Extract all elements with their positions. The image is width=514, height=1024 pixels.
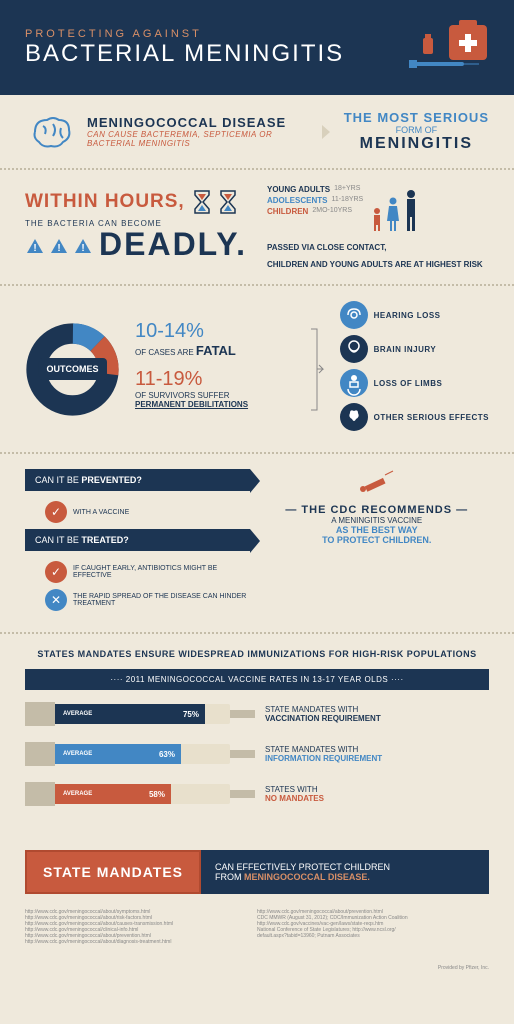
footer: STATE MANDATES CAN EFFECTIVELY PROTECT C… xyxy=(25,850,489,894)
contact-text-1: PASSED VIA CLOSE CONTACT, xyxy=(267,243,489,252)
deadly-section: WITHIN HOURS, THE BACTERIA CAN BECOME ! … xyxy=(0,170,514,286)
effect-icon xyxy=(340,301,368,329)
fatal-pct: 10-14% xyxy=(135,320,204,342)
deadly-word: DEADLY. xyxy=(99,226,247,263)
bracket-arrow-icon xyxy=(309,327,325,412)
svg-text:!: ! xyxy=(57,243,60,254)
footer-text-1: CAN EFFECTIVELY PROTECT CHILDREN xyxy=(215,862,475,872)
prevention-section: CAN IT BE PREVENTED? ✓WITH A VACCINE CAN… xyxy=(0,454,514,634)
outcomes-section: OUTCOMES 10-14% OF CASES ARE FATAL 11-19… xyxy=(0,286,514,454)
donut-chart: OUTCOMES xyxy=(25,322,120,417)
prevented-question: CAN IT BE PREVENTED? xyxy=(25,469,250,491)
effect-text: LOSS OF LIMBS xyxy=(374,379,443,388)
effect-text: OTHER SERIOUS EFFECTS xyxy=(374,413,489,422)
svg-text:!: ! xyxy=(81,243,84,254)
intro-section: MENINGOCOCCAL DISEASE CAN CAUSE BACTEREM… xyxy=(0,95,514,170)
effect-text: HEARING LOSS xyxy=(374,311,441,320)
mandates-intro: STATES MANDATES ENSURE WIDESPREAD IMMUNI… xyxy=(25,649,489,659)
provided-by: Provided by Pfizer, Inc. xyxy=(438,965,489,971)
effect-icon xyxy=(340,369,368,397)
check-icon: ✓ xyxy=(45,561,67,583)
arrow-icon xyxy=(302,117,332,147)
cdc-title: — THE CDC RECOMMENDS — xyxy=(265,504,490,516)
syringe-row: AVERAGE63%STATE MANDATES WITHINFORMATION… xyxy=(25,740,489,768)
rates-header: ···· 2011 MENINGOCOCCAL VACCINE RATES IN… xyxy=(25,669,489,690)
effect-text: BRAIN INJURY xyxy=(374,345,437,354)
age-label: CHILDREN xyxy=(267,207,308,216)
arrow-sub: FORM OF xyxy=(344,125,489,135)
syringe-icon xyxy=(357,469,397,499)
mandates-section: STATES MANDATES ENSURE WIDESPREAD IMMUNI… xyxy=(0,634,514,835)
hourglass-icons xyxy=(193,189,237,215)
debil-pct: 11-19% xyxy=(135,368,202,390)
sources: http://www.cdc.gov/meningococcal/about/s… xyxy=(0,904,514,960)
arrow-main: MENINGITIS xyxy=(344,135,489,153)
intro-subtitle: CAN CAUSE BACTEREMIA, SEPTICEMIA OR BACT… xyxy=(87,130,290,148)
effect-icon xyxy=(340,403,368,431)
header-title: BACTERIAL MENINGITIS xyxy=(25,40,344,68)
syringe-row: AVERAGE58%STATES WITHNO MANDATES xyxy=(25,780,489,808)
age-label: ADOLESCENTS xyxy=(267,196,327,205)
cdc-blue-2: TO PROTECT CHILDREN. xyxy=(265,535,490,545)
arrow-title: THE MOST SERIOUS xyxy=(344,110,489,125)
check-icon: ✓ xyxy=(45,501,67,523)
footer-badge: STATE MANDATES xyxy=(25,850,201,894)
effect-icon xyxy=(340,335,368,363)
warning-icons: ! ! ! xyxy=(25,237,93,255)
svg-text:!: ! xyxy=(33,243,36,254)
brain-icon xyxy=(25,112,75,152)
cdc-sub: A MENINGITIS VACCINE xyxy=(265,516,490,525)
treated-question: CAN IT BE TREATED? xyxy=(25,529,250,551)
donut-label: OUTCOMES xyxy=(38,358,106,380)
within-hours: WITHIN HOURS, xyxy=(25,191,185,213)
infographic: PROTECTING AGAINST BACTERIAL MENINGITIS … xyxy=(0,0,514,986)
medical-icons xyxy=(409,20,489,75)
contact-text-2: CHILDREN AND YOUNG ADULTS ARE AT HIGHEST… xyxy=(267,260,489,269)
syringe-row: AVERAGE75%STATE MANDATES WITHVACCINATION… xyxy=(25,700,489,728)
header: PROTECTING AGAINST BACTERIAL MENINGITIS xyxy=(0,0,514,95)
age-label: YOUNG ADULTS xyxy=(267,185,330,194)
header-subtitle: PROTECTING AGAINST xyxy=(25,28,344,40)
x-icon: ✕ xyxy=(45,589,67,611)
intro-title: MENINGOCOCCAL DISEASE xyxy=(87,115,290,130)
cdc-blue-1: AS THE BEST WAY xyxy=(265,525,490,535)
people-icons xyxy=(371,189,419,231)
